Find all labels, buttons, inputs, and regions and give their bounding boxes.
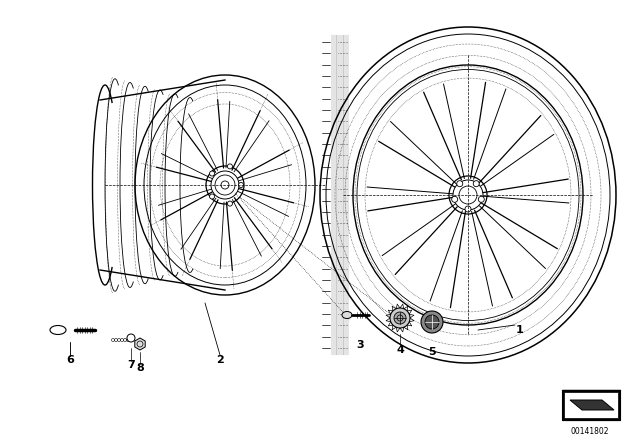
Circle shape bbox=[394, 312, 406, 324]
Circle shape bbox=[209, 194, 214, 199]
Circle shape bbox=[425, 315, 439, 329]
Circle shape bbox=[227, 201, 232, 206]
Ellipse shape bbox=[50, 326, 66, 335]
Circle shape bbox=[421, 311, 443, 333]
Circle shape bbox=[473, 181, 479, 187]
Text: 00141802: 00141802 bbox=[571, 426, 609, 435]
Circle shape bbox=[127, 334, 135, 342]
Text: 3: 3 bbox=[356, 340, 364, 350]
Polygon shape bbox=[570, 400, 614, 410]
Bar bbox=[564, 392, 618, 418]
Text: 5: 5 bbox=[428, 347, 436, 357]
Circle shape bbox=[465, 206, 471, 212]
Text: 2: 2 bbox=[216, 355, 224, 365]
Circle shape bbox=[390, 308, 410, 328]
Circle shape bbox=[452, 196, 458, 202]
Text: 8: 8 bbox=[136, 363, 144, 373]
Circle shape bbox=[457, 181, 463, 187]
Text: 4: 4 bbox=[396, 345, 404, 355]
Circle shape bbox=[227, 164, 232, 169]
Text: 1: 1 bbox=[516, 325, 524, 335]
Polygon shape bbox=[135, 338, 145, 350]
Circle shape bbox=[209, 171, 214, 176]
Circle shape bbox=[239, 182, 243, 188]
Circle shape bbox=[478, 196, 484, 202]
Bar bbox=[562, 390, 620, 420]
Text: 6: 6 bbox=[66, 355, 74, 365]
Text: 7: 7 bbox=[127, 360, 135, 370]
Ellipse shape bbox=[342, 311, 352, 319]
